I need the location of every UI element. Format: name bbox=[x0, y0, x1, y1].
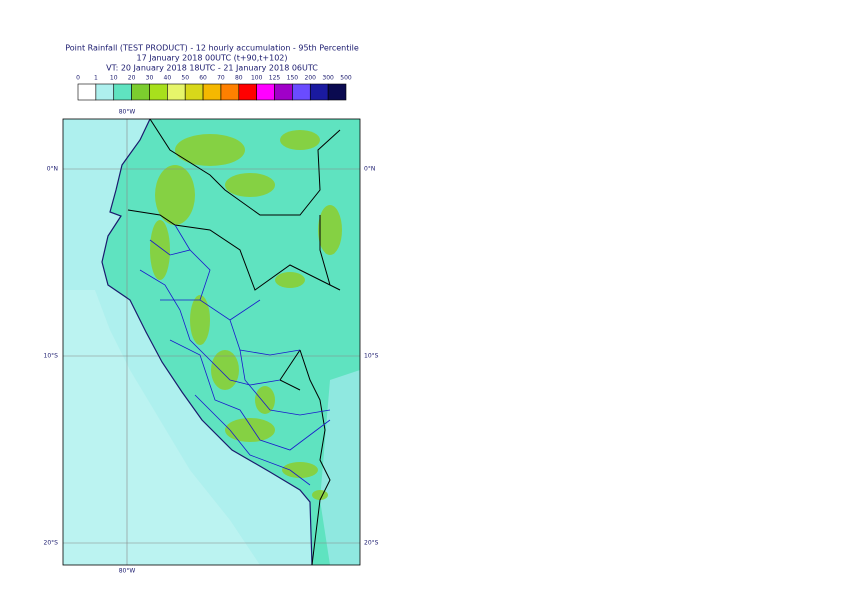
subtitle: 17 January 2018 00UTC (t+90,t+102) bbox=[137, 54, 288, 63]
legend: 0 1 10 20 30 40 50 60 70 80 100 125 150 200 300 500 bbox=[76, 75, 352, 101]
legend-swatch bbox=[167, 83, 186, 101]
legend-swatch bbox=[309, 83, 329, 101]
legend-label: 10 bbox=[110, 75, 118, 82]
legend-label: 80 bbox=[235, 75, 243, 82]
legend-swatch bbox=[327, 83, 347, 101]
legend-swatch bbox=[220, 83, 240, 101]
lat-label: 20°S bbox=[364, 540, 379, 547]
legend-swatch bbox=[184, 83, 204, 101]
legend-swatch bbox=[77, 83, 97, 101]
dry-area bbox=[320, 370, 360, 565]
lat-label: 20°S bbox=[44, 540, 59, 547]
legend-label: 200 bbox=[305, 75, 317, 82]
legend-label: 300 bbox=[322, 75, 334, 82]
legend-label: 60 bbox=[199, 75, 207, 82]
lat-label: 10°S bbox=[44, 353, 59, 360]
graticule bbox=[63, 119, 360, 565]
legend-label: 40 bbox=[164, 75, 172, 82]
lat-label: 0°N bbox=[47, 166, 58, 173]
legend-label: 20 bbox=[128, 75, 136, 82]
legend-label: 125 bbox=[269, 75, 281, 82]
rain-patches bbox=[150, 130, 342, 500]
legend-swatch bbox=[149, 83, 168, 101]
legend-swatch bbox=[113, 83, 132, 101]
lon-label: 80°W bbox=[119, 109, 136, 116]
legend-swatch bbox=[202, 83, 222, 101]
coastline bbox=[101, 119, 313, 565]
title: Point Rainfall (TEST PRODUCT) - 12 hourl… bbox=[65, 44, 359, 53]
map: 0°N 10°S 20°S 0°N 10°S 20°S 80°W 80°W bbox=[44, 109, 379, 575]
legend-label: 500 bbox=[340, 75, 352, 82]
ocean-shade bbox=[63, 290, 260, 565]
legend-label: 150 bbox=[287, 75, 299, 82]
legend-label: 50 bbox=[181, 75, 189, 82]
lon-label: 80°W bbox=[119, 568, 136, 575]
legend-swatch bbox=[131, 83, 150, 101]
legend-label: 30 bbox=[146, 75, 154, 82]
lat-label: 0°N bbox=[364, 166, 375, 173]
legend-swatch bbox=[95, 83, 115, 101]
legend-swatch bbox=[256, 83, 275, 101]
legend-swatch bbox=[238, 83, 257, 101]
frame bbox=[62, 118, 361, 566]
legend-swatch bbox=[292, 83, 311, 101]
borders bbox=[127, 119, 341, 565]
lat-label: 10°S bbox=[364, 353, 379, 360]
valid-time: VT: 20 January 2018 18UTC - 21 January 2… bbox=[106, 64, 318, 73]
legend-label: 1 bbox=[94, 75, 98, 82]
legend-label: 100 bbox=[251, 75, 263, 82]
departments bbox=[139, 224, 331, 486]
legend-label: 70 bbox=[217, 75, 225, 82]
legend-label: 0 bbox=[76, 75, 80, 82]
legend-swatch bbox=[274, 83, 293, 101]
